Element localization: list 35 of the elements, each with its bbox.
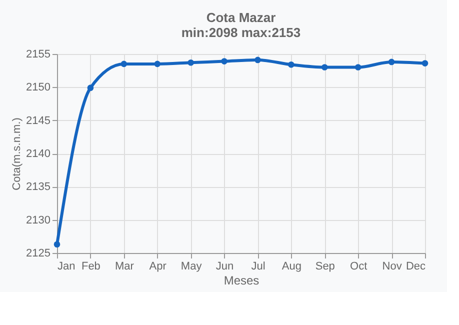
x-tick-label: Feb — [81, 260, 100, 272]
point — [422, 60, 428, 66]
x-axis-title: Meses — [224, 274, 260, 288]
x-tick-label: Dec — [406, 260, 426, 272]
x-tick-label: Jul — [251, 260, 266, 272]
point — [388, 58, 395, 66]
point — [321, 64, 328, 70]
point — [354, 64, 362, 70]
chart-subtitle: min:2098 max:2153 — [181, 25, 301, 40]
point — [188, 59, 194, 66]
point — [54, 241, 60, 248]
point — [87, 84, 94, 91]
point — [120, 60, 128, 68]
x-tick-label: Mar — [114, 260, 134, 272]
x-tick-label: Apr — [149, 260, 167, 272]
x-tick-label: Aug — [282, 260, 302, 272]
point — [254, 56, 261, 64]
y-tick-label: 2155 — [26, 48, 50, 60]
y-tick-label: 2145 — [26, 114, 50, 127]
chart-title: Cota Mazar — [206, 10, 276, 25]
y-axis-title: Cota(m.s.n.m.) — [11, 118, 24, 190]
y-tick-label: 2150 — [26, 82, 50, 94]
y-tick-label: 2135 — [26, 181, 50, 194]
x-tick-label: Jan — [58, 260, 76, 272]
x-tick-label: Nov — [382, 260, 402, 272]
point — [288, 61, 294, 68]
point — [221, 58, 228, 64]
x-tick-label: May — [180, 260, 202, 272]
x-tick-label: Jun — [216, 260, 234, 272]
x-tick-label: Oct — [350, 260, 368, 272]
x-tick-label: Sep — [315, 260, 335, 272]
y-tick-label: 2130 — [26, 214, 50, 226]
point — [154, 60, 161, 68]
y-tick-label: 2125 — [26, 248, 50, 260]
y-tick-label: 2140 — [26, 148, 50, 160]
